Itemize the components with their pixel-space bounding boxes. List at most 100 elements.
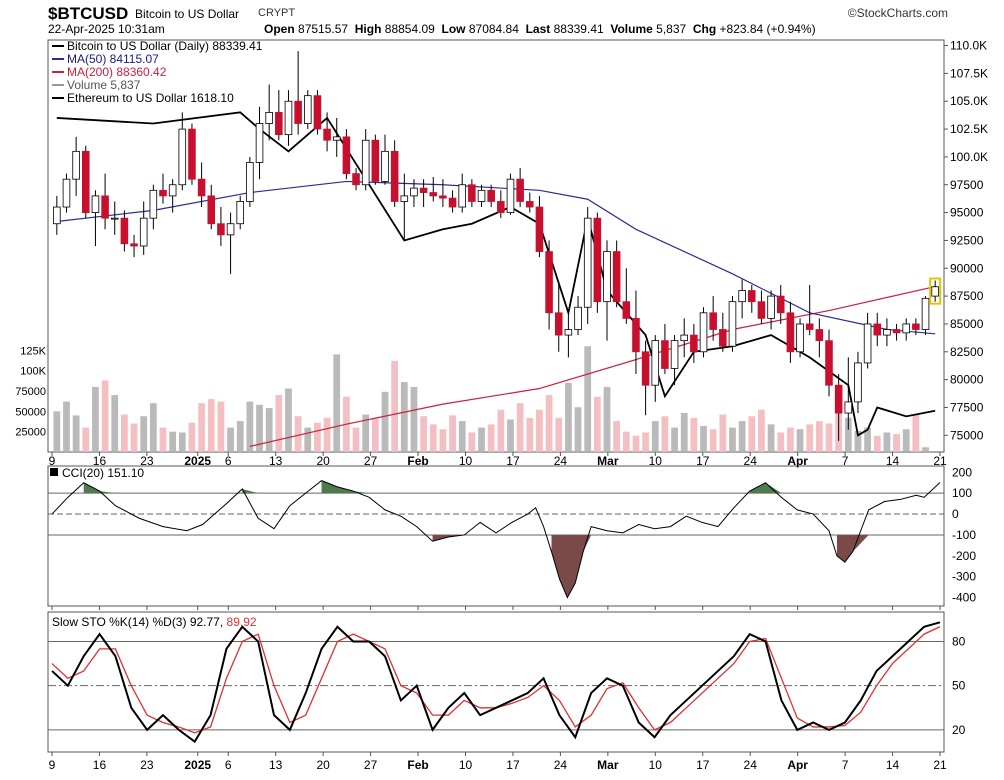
cci-oversold-fill [551, 534, 592, 598]
x-tick-label-bottom: Feb [407, 758, 428, 772]
sto-label-d: 89.92 [227, 615, 257, 629]
candle-body [516, 178, 524, 202]
candle-body [603, 251, 611, 303]
candle-body [757, 301, 766, 319]
volume-bar [642, 432, 649, 452]
x-tick-label: 24 [554, 454, 568, 468]
price-y-tick-label: 100.0K [950, 150, 988, 164]
volume-bar [275, 395, 283, 452]
x-tick-label: Mar [597, 454, 619, 468]
volume-bar [709, 429, 717, 452]
price-y-tick-label: 102.5K [950, 122, 988, 136]
candle-body [776, 295, 785, 314]
candle-body [902, 323, 910, 334]
candle-body [458, 184, 466, 208]
volume-bar [82, 427, 90, 452]
volume-bar [565, 382, 572, 452]
volume-bar [912, 414, 920, 452]
legend-item: Ethereum to US Dollar 1618.10 [67, 91, 234, 105]
x-tick-label-bottom: 17 [506, 758, 520, 772]
volume-bar [381, 391, 389, 452]
candle-body [796, 323, 804, 353]
volume-bar [101, 380, 109, 452]
candle-body [709, 312, 717, 330]
candle-body [487, 189, 495, 202]
volume-bar [883, 432, 891, 452]
chart-header: $BTCUSD Bitcoin to US Dollar CRYPT ©Stoc… [0, 0, 1004, 40]
candle-body [883, 329, 891, 336]
candle-body [834, 384, 843, 414]
cci-label: CCI(20) 151.10 [62, 466, 144, 480]
x-tick-label-bottom: 17 [696, 758, 710, 772]
volume-bar [526, 417, 534, 452]
x-axis: 9 9 16 16 23 23 2025 2025 6 6 13 13 20 20 27 27 Feb Feb 10… [49, 452, 947, 772]
cci-y-tick-label: -200 [952, 549, 976, 563]
price-y-tick-label: 82500 [950, 345, 984, 359]
volume-bar [516, 403, 524, 452]
high-label: High [354, 22, 382, 36]
price-y-tick-label: 95000 [950, 206, 984, 220]
last-price-marker [929, 277, 942, 305]
candle-body [178, 128, 187, 186]
cci-oversold-fill [432, 534, 465, 542]
volume-bar [111, 395, 119, 452]
cci-y-tick-label: -100 [952, 528, 976, 542]
brand-logo[interactable]: ©StockCharts.com [847, 6, 948, 20]
volume-bar [333, 354, 341, 452]
volume-bar [748, 416, 756, 452]
candle-body [226, 223, 235, 236]
volume-bar [844, 417, 852, 452]
volume-bar [584, 346, 592, 452]
price-panel[interactable]: 110.0K 107.5K 105.0K 102.5K 100.0K 97500 95000… [15, 39, 988, 453]
x-tick-label: 10 [459, 454, 473, 468]
candle-body [82, 150, 90, 213]
price-y-tick-label: 85000 [950, 317, 984, 331]
volume-bar [555, 417, 563, 452]
volume-bar [207, 399, 215, 452]
volume-bar [825, 423, 833, 452]
candle-body [497, 201, 505, 213]
volume-bar [487, 424, 495, 452]
x-tick-label-bottom: 24 [554, 758, 568, 772]
candle-body [815, 329, 824, 342]
price-y-tick-label: 92500 [950, 233, 984, 247]
candle-body [805, 323, 814, 330]
volume-bar [507, 419, 514, 452]
volume-bar [265, 408, 273, 452]
candle-body [719, 329, 727, 347]
candle-body [921, 297, 930, 330]
price-y-tick-label: 90000 [950, 261, 984, 275]
candle-body [197, 178, 206, 197]
candle-body [352, 173, 360, 186]
candle-body [612, 251, 621, 303]
x-tick-label-bottom: Mar [597, 758, 619, 772]
candle-body [130, 243, 138, 247]
cci-plot-area [47, 465, 945, 607]
candle-body [371, 139, 380, 182]
volume-tick-label: 125K [20, 345, 46, 357]
candle-body [72, 150, 80, 180]
candle-body [854, 362, 862, 403]
sto-panel[interactable]: 80 50 20 Slow STO %K(14) %D(3) 92.77, 89.92 [47, 611, 966, 753]
volume-bar [149, 403, 157, 452]
price-y-tick-label: 107.5K [950, 66, 988, 80]
volume-bar [371, 417, 379, 452]
x-tick-label: 14 [886, 454, 900, 468]
candle-body [738, 290, 746, 303]
candle-body [506, 178, 515, 213]
x-tick-label: Apr [787, 454, 808, 468]
x-tick-label-bottom: 7 [842, 758, 849, 772]
volume-bar [632, 435, 640, 452]
volume-bar [468, 432, 476, 452]
volume-bar [777, 432, 785, 452]
candle-body [159, 189, 167, 197]
cci-overbought-fill [83, 482, 116, 494]
volume-bar [362, 414, 370, 452]
candle-body [468, 184, 476, 202]
x-tick-label: 13 [269, 454, 283, 468]
cci-y-tick-label: -400 [952, 591, 976, 605]
volume-bar [690, 417, 698, 452]
candle-body [439, 195, 447, 199]
cci-panel[interactable]: 200 100 0 -100 -200 -300 -400 CCI(20) 151.10 [47, 465, 976, 607]
